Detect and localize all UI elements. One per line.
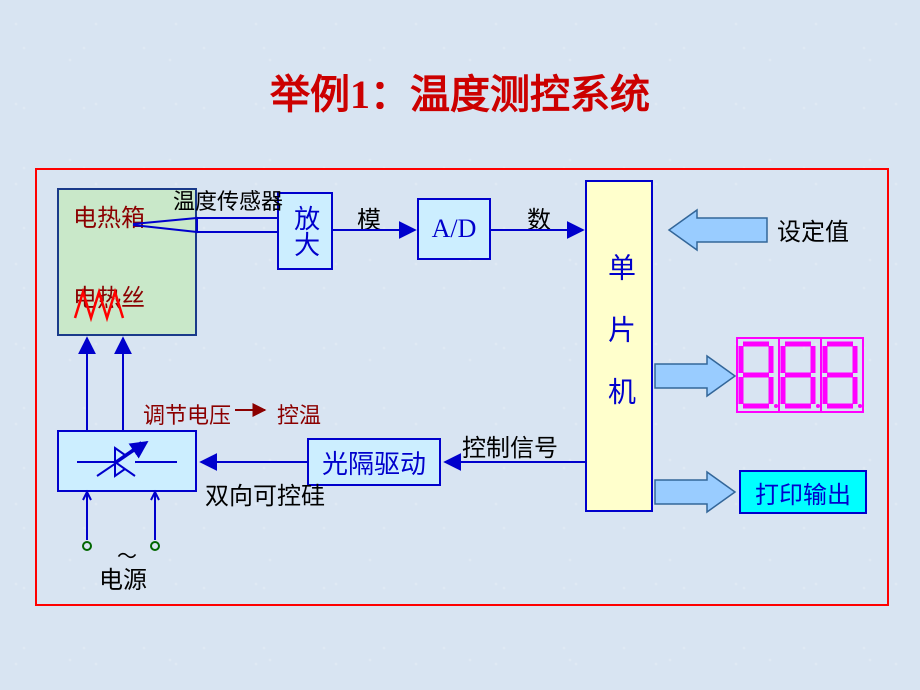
adc-label: A/D <box>432 214 477 244</box>
adc-box: A/D <box>417 198 491 260</box>
triac-box <box>57 430 197 492</box>
power-label: 电源 <box>99 560 147 595</box>
amplifier-box: 放大 <box>277 192 333 270</box>
opto-driver-label: 光隔驱动 <box>322 444 426 481</box>
heater-wire-label: 电热丝 <box>73 278 145 313</box>
digital-label: 数 <box>527 200 551 235</box>
voltage-adj-label: 调节电压 <box>143 398 231 430</box>
printer-box: 打印输出 <box>739 470 867 514</box>
printer-label: 打印输出 <box>755 475 851 510</box>
mcu-label: 单片机 <box>599 253 639 439</box>
seven-segment-display <box>737 338 863 412</box>
diagram-frame: 电热箱 电热丝 放大 A/D 单片机 光隔驱动 打印输出 温度传感器 模 数 设… <box>35 168 889 606</box>
block-arrow-printer <box>655 472 735 512</box>
analog-label: 模 <box>357 200 381 235</box>
title-text: 举例1：温度测控系统 <box>270 72 650 117</box>
temp-ctrl-label: 控温 <box>277 398 321 430</box>
block-arrow-setpoint <box>669 210 767 250</box>
heater-title: 电热箱 <box>73 198 145 233</box>
triac-label: 双向可控硅 <box>205 476 325 511</box>
opto-driver-box: 光隔驱动 <box>307 438 441 486</box>
block-arrow-display <box>655 356 735 396</box>
page-title: 举例1：温度测控系统 <box>0 62 920 120</box>
amplifier-label: 放大 <box>289 205 320 257</box>
mcu-box: 单片机 <box>585 180 653 512</box>
sensor-label: 温度传感器 <box>173 184 283 216</box>
ctrl-signal-label: 控制信号 <box>462 428 558 463</box>
setpoint-label: 设定值 <box>777 212 849 247</box>
